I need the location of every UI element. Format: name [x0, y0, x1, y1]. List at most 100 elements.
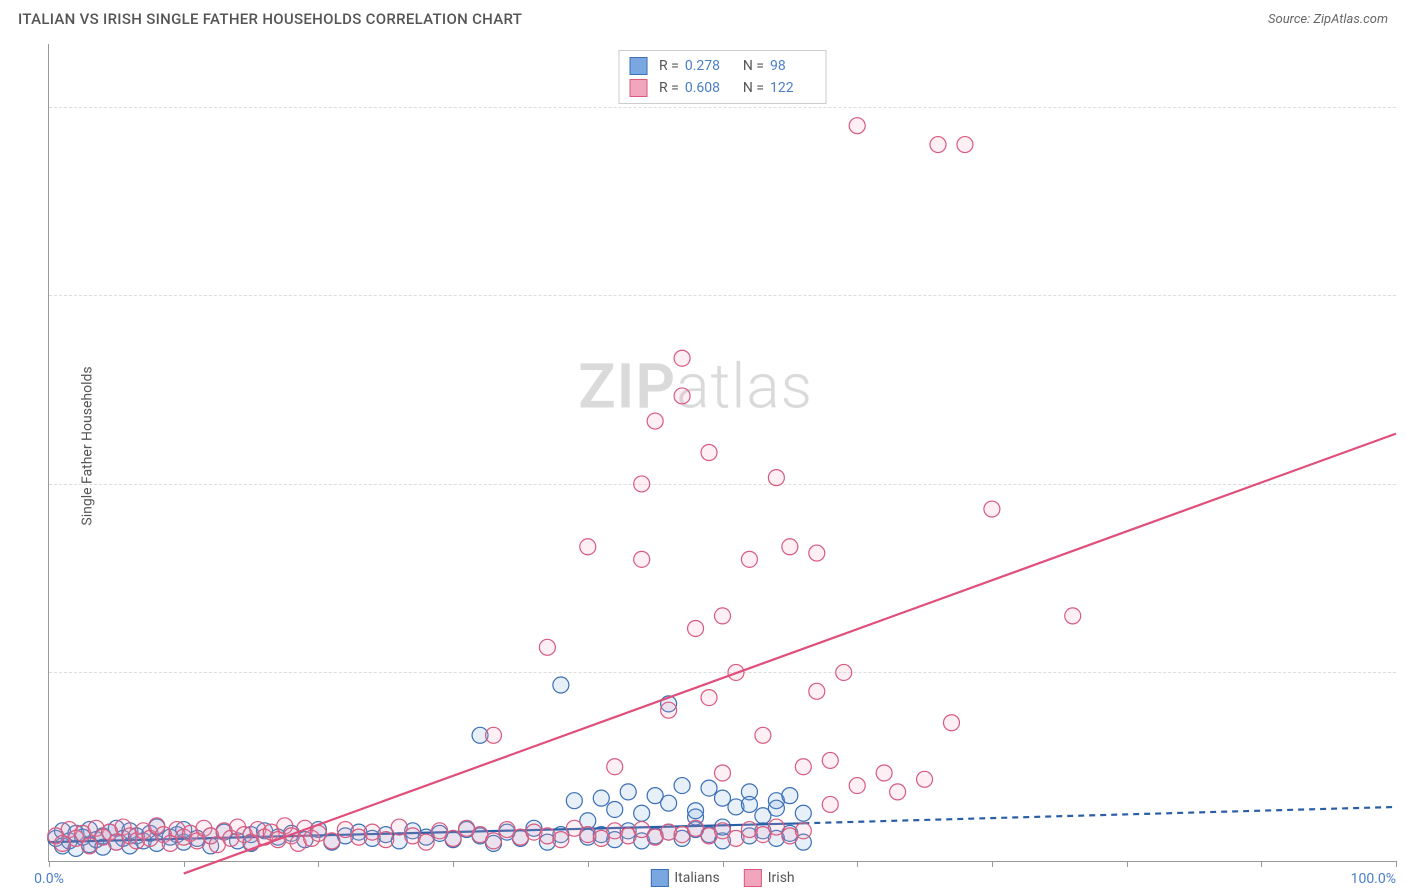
data-point — [917, 771, 933, 787]
source-name: ZipAtlas.com — [1313, 12, 1388, 27]
data-point — [688, 620, 704, 636]
data-point — [661, 795, 677, 811]
data-point — [634, 551, 650, 567]
data-point — [809, 683, 825, 699]
x-tick — [1261, 861, 1262, 867]
x-tick-label-left: 0.0% — [34, 871, 64, 887]
source-prefix: Source: — [1268, 12, 1313, 27]
trend-line-extrapolated — [803, 807, 1396, 823]
data-point — [445, 830, 461, 846]
stats-legend-row-irish: R = 0.608 N = 122 — [629, 77, 816, 99]
plot-region: ZIPatlas R = 0.278 N = 98 R = 0.608 N = … — [48, 44, 1396, 862]
data-point — [849, 118, 865, 134]
data-point — [849, 778, 865, 794]
swatch-irish — [629, 79, 647, 97]
legend-label-italians: Italians — [674, 870, 719, 886]
x-tick-label-right: 100.0% — [1351, 871, 1396, 887]
data-point — [539, 639, 555, 655]
data-point — [701, 690, 717, 706]
x-tick — [588, 861, 589, 867]
header: ITALIAN VS IRISH SINGLE FATHER HOUSEHOLD… — [0, 0, 1406, 34]
stat-n-label: N = — [743, 80, 764, 96]
data-point — [795, 823, 811, 839]
data-point — [984, 501, 1000, 517]
source-attribution: Source: ZipAtlas.com — [1268, 12, 1388, 27]
stat-n-value-irish: 122 — [770, 80, 816, 96]
data-point — [634, 805, 650, 821]
data-point — [1065, 608, 1081, 624]
data-point — [607, 759, 623, 775]
data-point — [822, 796, 838, 812]
x-tick — [1396, 861, 1397, 867]
data-point — [795, 759, 811, 775]
data-point — [378, 832, 394, 848]
data-point — [795, 805, 811, 821]
stat-r-label: R = — [659, 80, 679, 96]
data-point — [486, 727, 502, 743]
data-point — [782, 539, 798, 555]
data-point — [701, 445, 717, 461]
x-tick — [453, 861, 454, 867]
stat-n-label: N = — [743, 58, 764, 74]
stat-n-value-italians: 98 — [770, 58, 816, 74]
data-point — [620, 784, 636, 800]
data-point — [741, 796, 757, 812]
data-point — [822, 752, 838, 768]
data-point — [876, 765, 892, 781]
data-point — [593, 790, 609, 806]
x-tick — [857, 861, 858, 867]
data-point — [580, 539, 596, 555]
data-point — [715, 608, 731, 624]
data-point — [486, 833, 502, 849]
data-point — [741, 551, 757, 567]
stat-r-label: R = — [659, 58, 679, 74]
swatch-italians — [629, 57, 647, 75]
data-point — [715, 790, 731, 806]
data-point — [607, 801, 623, 817]
data-point — [553, 677, 569, 693]
data-point — [768, 800, 784, 816]
stats-legend-row-italians: R = 0.278 N = 98 — [629, 55, 816, 77]
x-tick — [184, 861, 185, 867]
x-tick — [1127, 861, 1128, 867]
data-point — [836, 664, 852, 680]
legend-swatch-italians — [650, 869, 668, 887]
x-tick — [723, 861, 724, 867]
data-point — [688, 803, 704, 819]
data-point — [418, 834, 434, 850]
x-tick — [992, 861, 993, 867]
chart-title: ITALIAN VS IRISH SINGLE FATHER HOUSEHOLD… — [18, 10, 522, 28]
data-point — [768, 470, 784, 486]
data-point — [553, 832, 569, 848]
stats-legend: R = 0.278 N = 98 R = 0.608 N = 122 — [618, 50, 827, 104]
legend-swatch-irish — [744, 869, 762, 887]
series-legend: Italians Irish — [650, 869, 794, 887]
legend-label-irish: Irish — [768, 870, 795, 886]
scatter-svg — [49, 44, 1396, 861]
data-point — [647, 413, 663, 429]
data-point — [674, 388, 690, 404]
trend-line — [184, 434, 1396, 874]
data-point — [782, 788, 798, 804]
legend-item-irish: Irish — [744, 869, 795, 887]
data-point — [566, 793, 582, 809]
data-point — [715, 765, 731, 781]
chart-area: ZIPatlas R = 0.278 N = 98 R = 0.608 N = … — [48, 44, 1396, 862]
data-point — [324, 833, 340, 849]
data-point — [634, 476, 650, 492]
x-tick — [49, 861, 50, 867]
stat-r-value-irish: 0.608 — [685, 80, 731, 96]
data-point — [674, 350, 690, 366]
x-tick — [318, 861, 319, 867]
data-point — [890, 784, 906, 800]
data-point — [943, 715, 959, 731]
data-point — [674, 778, 690, 794]
data-point — [701, 780, 717, 796]
data-point — [930, 137, 946, 153]
stat-r-value-italians: 0.278 — [685, 58, 731, 74]
data-point — [755, 727, 771, 743]
legend-item-italians: Italians — [650, 869, 719, 887]
data-point — [661, 702, 677, 718]
data-point — [809, 545, 825, 561]
data-point — [957, 137, 973, 153]
